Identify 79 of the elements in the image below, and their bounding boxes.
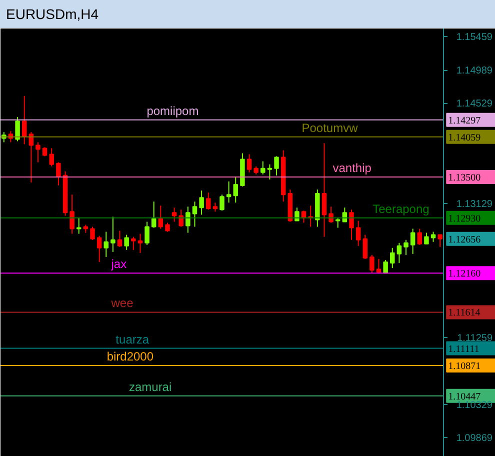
candlestick bbox=[220, 194, 224, 212]
candlestick bbox=[110, 216, 116, 252]
candlestick bbox=[151, 201, 156, 228]
y-tick-label: 1.14989 bbox=[456, 66, 493, 77]
candlestick bbox=[76, 217, 82, 234]
candlestick bbox=[178, 209, 184, 228]
candlestick bbox=[165, 222, 170, 232]
y-tick-label: 1.14529 bbox=[456, 98, 493, 110]
text: 1.13500 bbox=[448, 172, 481, 184]
candlestick bbox=[42, 146, 48, 157]
candlestick bbox=[56, 162, 61, 186]
candlestick bbox=[438, 234, 442, 248]
ref-line-label: pomiipom bbox=[146, 104, 199, 118]
candlestick bbox=[417, 228, 422, 246]
candlestick bbox=[199, 190, 204, 216]
candlestick bbox=[22, 95, 27, 145]
candlestick bbox=[90, 226, 95, 240]
candlestick bbox=[172, 207, 177, 222]
candlestick bbox=[192, 201, 198, 228]
ref-line-label: wee bbox=[110, 296, 134, 310]
candlestick bbox=[158, 205, 164, 230]
y-tick-label: 1.10329 bbox=[456, 400, 493, 411]
text: 1.10871 bbox=[448, 361, 481, 372]
text: 1.14059 bbox=[448, 132, 481, 144]
y-tick-label: 1.13129 bbox=[456, 199, 493, 210]
ref-line-label: zamurai bbox=[128, 380, 172, 394]
candlestick bbox=[349, 209, 354, 240]
candlestick bbox=[356, 220, 361, 246]
candlestick bbox=[390, 247, 395, 269]
candlestick bbox=[104, 231, 109, 258]
candlestick bbox=[335, 217, 340, 228]
candlestick bbox=[246, 154, 252, 173]
text: 1.14297 bbox=[448, 115, 481, 126]
candlestick bbox=[138, 233, 143, 254]
chart-title: EURUSDm,H4 bbox=[6, 5, 99, 24]
text: 1.12656 bbox=[448, 234, 481, 246]
ref-line-label: tuarza bbox=[116, 332, 150, 346]
ref-line-label: jax bbox=[110, 257, 127, 272]
candlestick bbox=[430, 231, 436, 242]
candlestick bbox=[274, 156, 279, 176]
candlestick bbox=[49, 148, 54, 167]
candlestick bbox=[260, 160, 266, 175]
candlestick bbox=[424, 232, 429, 244]
ref-line-label: Teerapong bbox=[372, 202, 430, 216]
candlestick bbox=[226, 180, 232, 204]
candlestick bbox=[362, 234, 368, 260]
text: 1.12160 bbox=[448, 268, 481, 280]
ref-line-label: vanthip bbox=[332, 161, 372, 175]
text: 1.10447 bbox=[448, 391, 481, 402]
candlestick bbox=[124, 234, 129, 250]
candlestick bbox=[212, 202, 218, 212]
ref-line-label: bird2000 bbox=[106, 350, 154, 364]
y-tick-label: 1.11259 bbox=[457, 333, 493, 344]
candlestick bbox=[328, 206, 334, 224]
candlestick bbox=[144, 221, 150, 246]
text: 1.12930 bbox=[448, 213, 481, 224]
text: 1.11111 bbox=[448, 344, 480, 355]
y-tick-label: 1.15459 bbox=[456, 32, 493, 44]
candlestick bbox=[404, 239, 408, 256]
candlestick bbox=[294, 207, 300, 222]
candlestick bbox=[396, 242, 402, 264]
candlestick bbox=[70, 194, 74, 234]
candlestick bbox=[186, 206, 190, 234]
text: 1.11614 bbox=[448, 308, 480, 319]
candlestick bbox=[15, 116, 20, 142]
y-tick-label: 1.09869 bbox=[456, 432, 493, 444]
candlestick bbox=[96, 235, 102, 262]
candlestick bbox=[36, 142, 40, 163]
candlestick bbox=[322, 142, 327, 238]
ref-line-label: Pootumvw bbox=[302, 120, 358, 135]
candlestick bbox=[376, 258, 382, 274]
candlestick bbox=[117, 230, 122, 248]
candlestick bbox=[206, 192, 211, 210]
candlestick bbox=[410, 228, 416, 254]
candlestick bbox=[267, 164, 272, 180]
candlestick bbox=[233, 176, 238, 204]
candlestick bbox=[383, 259, 388, 274]
candlestick bbox=[131, 236, 136, 250]
candlestick bbox=[370, 254, 374, 274]
